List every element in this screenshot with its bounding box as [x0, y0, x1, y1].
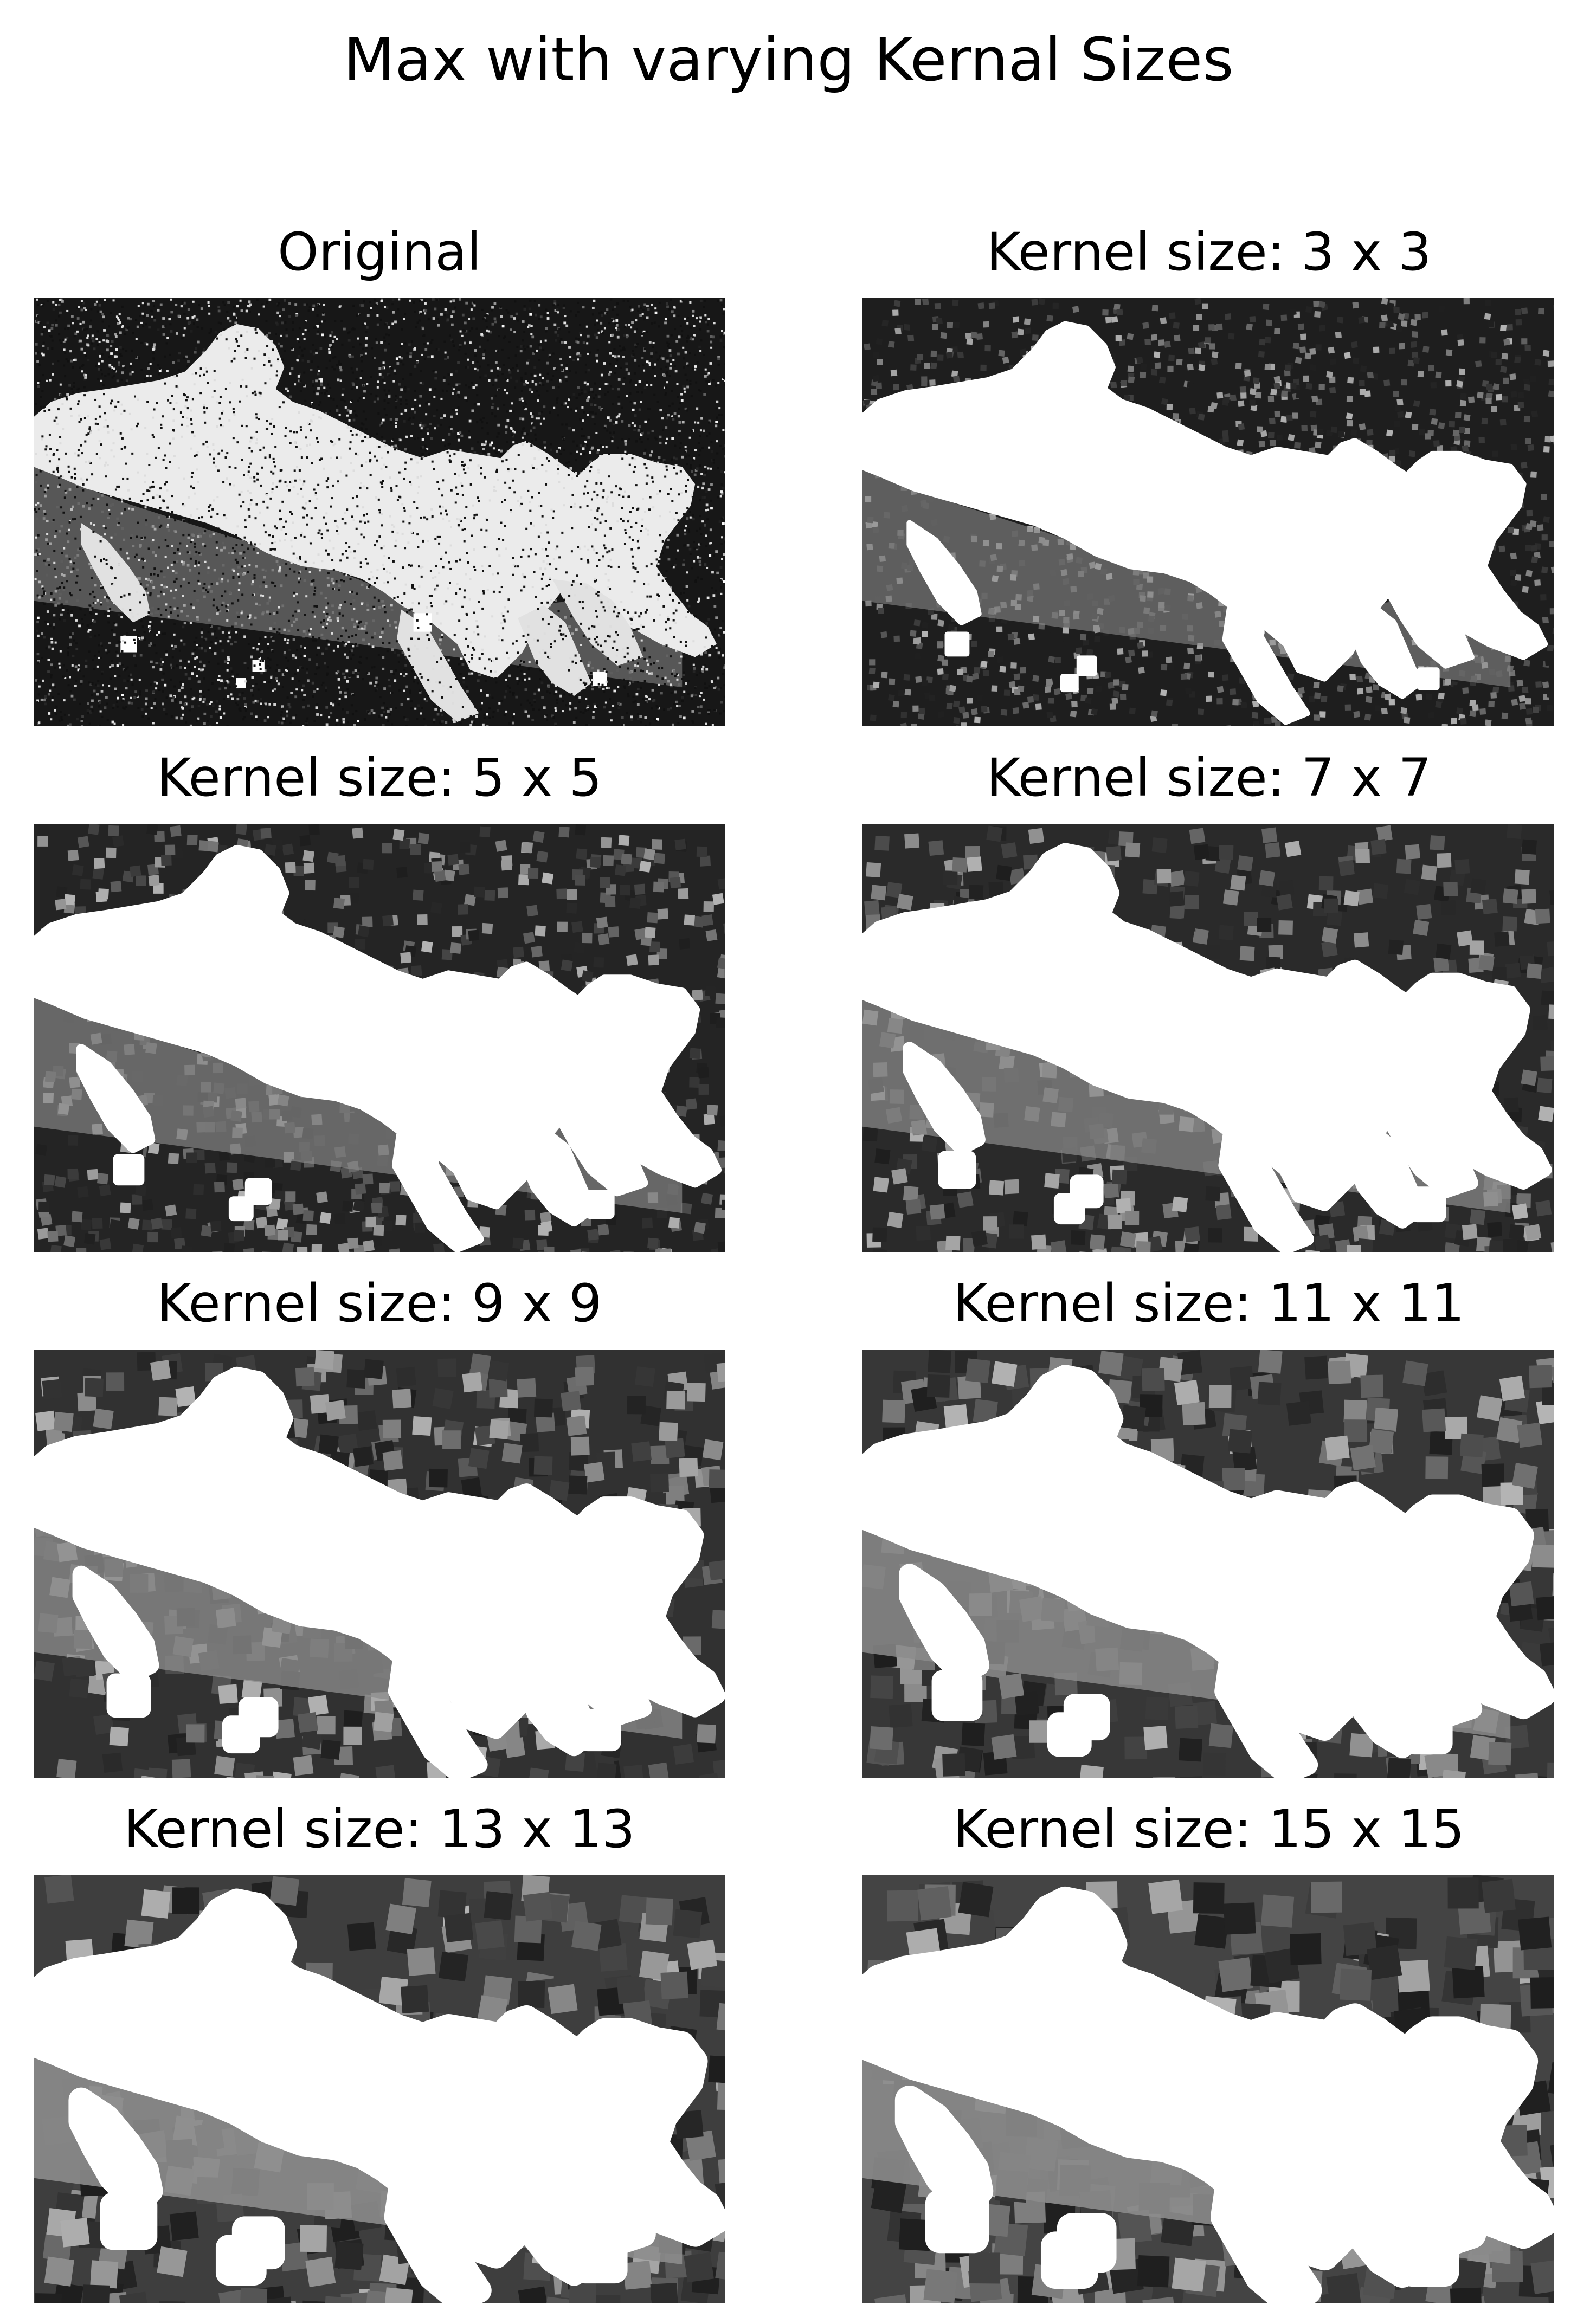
panel-title-k7: Kernel size: 7 x 7	[986, 747, 1432, 808]
panel-title-k11: Kernel size: 11 x 11	[953, 1273, 1465, 1334]
image-canvas	[34, 824, 725, 1252]
image-canvas	[34, 1875, 725, 2303]
panel-image-k9	[34, 1350, 725, 1778]
panel-image-k7	[862, 824, 1554, 1252]
image-canvas	[34, 1350, 725, 1778]
panel-image-k5	[34, 824, 725, 1252]
figure-title: Max with varying Kernal Sizes	[343, 25, 1234, 94]
image-canvas	[862, 824, 1554, 1252]
image-canvas	[862, 298, 1554, 726]
panel-title-k3: Kernel size: 3 x 3	[986, 222, 1432, 282]
panel-image-k3	[862, 298, 1554, 726]
image-canvas	[34, 298, 725, 726]
panel-image-original	[34, 298, 725, 726]
panel-title-k13: Kernel size: 13 x 13	[124, 1799, 635, 1860]
image-canvas	[862, 1350, 1554, 1778]
panel-title-original: Original	[278, 222, 481, 282]
panel-title-k9: Kernel size: 9 x 9	[157, 1273, 602, 1334]
image-canvas	[862, 1875, 1554, 2303]
panel-title-k15: Kernel size: 15 x 15	[953, 1799, 1465, 1860]
panel-title-k5: Kernel size: 5 x 5	[157, 747, 602, 808]
panel-image-k15	[862, 1875, 1554, 2303]
panel-image-k13	[34, 1875, 725, 2303]
panel-image-k11	[862, 1350, 1554, 1778]
